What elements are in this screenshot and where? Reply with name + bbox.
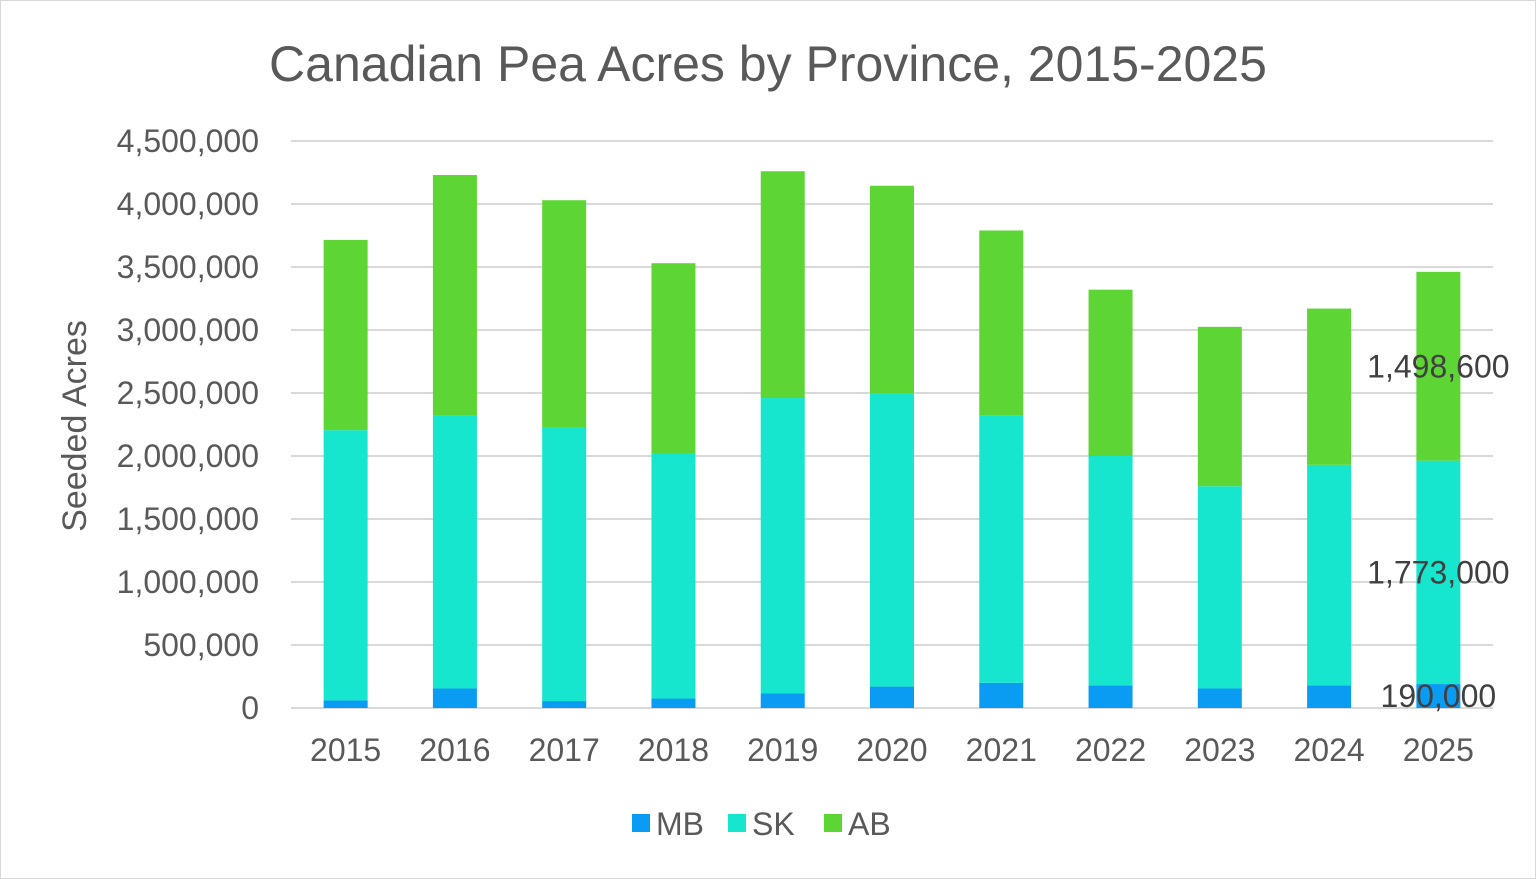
bar-sk-2017: [542, 427, 587, 702]
bar-sk-2023: [1197, 486, 1242, 689]
legend: MB SK AB: [632, 806, 891, 842]
y-tick-label: 4,500,000: [117, 123, 259, 159]
bar-mb-2016: [432, 688, 477, 708]
x-tick-label-2022: 2022: [1075, 732, 1146, 768]
x-tick-label-2024: 2024: [1293, 732, 1364, 768]
bar-sk-2022: [1088, 456, 1133, 686]
bar-ab-2015: [323, 239, 368, 431]
legend-swatch-sk: [728, 814, 746, 832]
bar-mb-2023: [1197, 688, 1242, 708]
data-label-sk-2025: 1,773,000: [1367, 554, 1509, 590]
y-tick-label: 500,000: [143, 627, 259, 663]
bar-ab-2020: [870, 185, 914, 393]
bar-sk-2024: [1307, 464, 1352, 686]
chart-title: Canadian Pea Acres by Province, 2015-202…: [269, 36, 1267, 92]
bar-sk-2019: [760, 398, 805, 694]
y-tick-label: 1,500,000: [117, 501, 259, 537]
x-tick-label-2017: 2017: [529, 732, 600, 768]
x-tick-label-2021: 2021: [966, 732, 1037, 768]
data-labels: 1,498,600 1,773,000 190,000: [1367, 348, 1509, 714]
x-tick-label-2025: 2025: [1403, 732, 1474, 768]
bar-ab-2022: [1088, 289, 1133, 456]
y-axis-ticks: 0 500,000 1,000,000 1,500,000 2,000,000 2,500…: [117, 123, 259, 726]
bar-sk-2015: [323, 430, 368, 701]
y-tick-label: 0: [241, 690, 259, 726]
legend-swatch-mb: [632, 814, 650, 832]
bar-sk-2021: [979, 415, 1024, 683]
bar-mb-2019: [760, 693, 805, 708]
y-tick-label: 2,000,000: [117, 438, 259, 474]
bar-ab-2023: [1197, 326, 1242, 487]
y-tick-label: 2,500,000: [117, 375, 259, 411]
x-tick-label-2019: 2019: [747, 732, 818, 768]
bar-mb-2020: [870, 686, 914, 708]
bar-mb-2017: [542, 701, 587, 708]
y-tick-label: 3,500,000: [117, 249, 259, 285]
bar-mb-2018: [651, 698, 696, 708]
bar-ab-2018: [651, 263, 696, 454]
bar-ab-2025: [1416, 271, 1461, 461]
bar-mb-2022: [1088, 685, 1133, 708]
y-tick-label: 4,000,000: [117, 186, 259, 222]
bars: [323, 171, 1461, 708]
x-axis-labels: 2015 2016 2017 2018 2019 2020 2021 2022 2023 2024…: [310, 732, 1474, 768]
legend-label-ab: AB: [848, 806, 891, 842]
x-tick-label-2015: 2015: [310, 732, 381, 768]
x-tick-label-2020: 2020: [856, 732, 927, 768]
bar-sk-2016: [432, 415, 477, 689]
legend-swatch-ab: [824, 814, 842, 832]
bar-ab-2024: [1307, 308, 1352, 465]
bar-sk-2020: [870, 393, 914, 687]
x-tick-label-2023: 2023: [1184, 732, 1255, 768]
y-tick-label: 1,000,000: [117, 564, 259, 600]
bar-sk-2018: [651, 453, 696, 699]
bar-mb-2025: [1416, 684, 1461, 708]
data-label-mb-2025: 190,000: [1381, 678, 1497, 714]
x-tick-label-2016: 2016: [419, 732, 490, 768]
bar-ab-2019: [760, 171, 805, 399]
y-tick-label: 3,000,000: [117, 312, 259, 348]
bar-mb-2015: [323, 700, 368, 708]
legend-label-sk: SK: [752, 806, 795, 842]
bar-mb-2024: [1307, 685, 1352, 708]
bar-mb-2021: [979, 682, 1024, 708]
bar-ab-2017: [542, 200, 587, 428]
bar-ab-2016: [432, 175, 477, 416]
bar-ab-2021: [979, 230, 1024, 416]
y-axis-title: Seeded Acres: [56, 320, 94, 532]
legend-label-mb: MB: [656, 806, 704, 842]
data-label-ab-2025: 1,498,600: [1367, 348, 1509, 384]
bar-sk-2025: [1416, 460, 1461, 685]
x-tick-label-2018: 2018: [638, 732, 709, 768]
